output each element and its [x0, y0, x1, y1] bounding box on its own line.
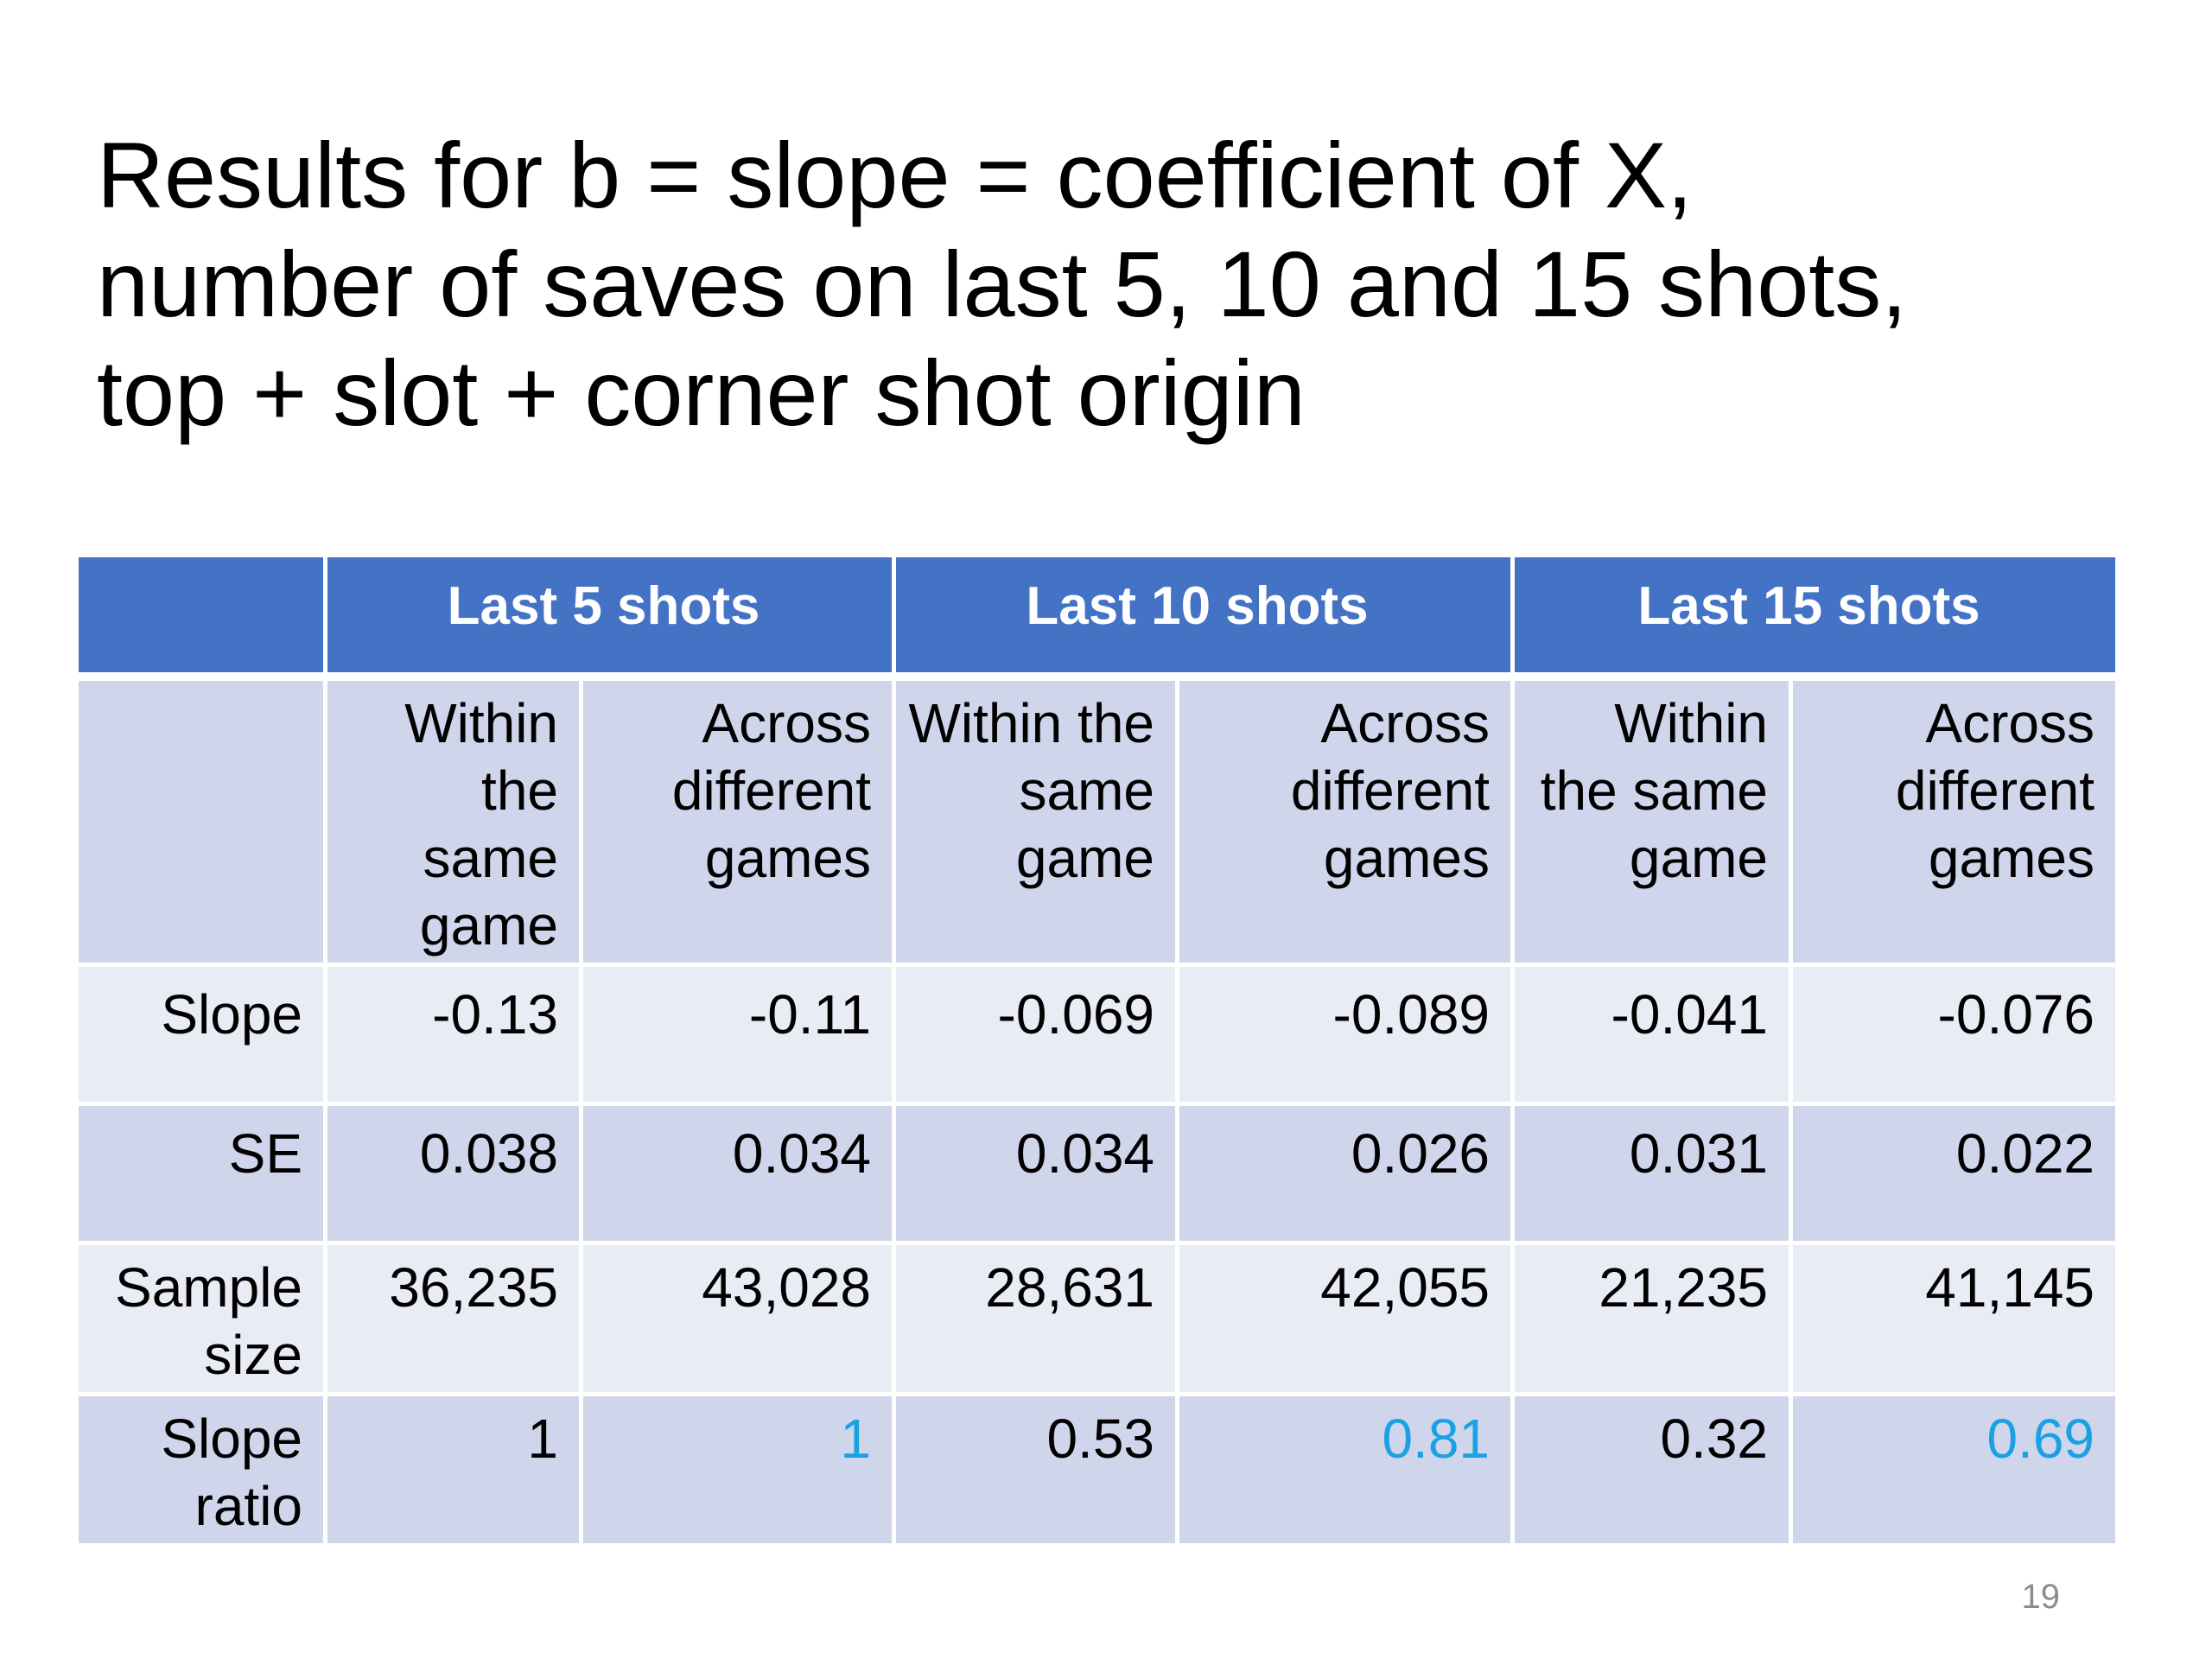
- sub-header-within: Within the same game: [323, 674, 583, 967]
- table-row-slope-ratio: Slope ratio 1 1 0.53 0.81 0.32 0.69: [74, 1391, 2120, 1548]
- row-label: Sample size: [74, 1240, 327, 1396]
- page-number: 19: [2021, 1578, 2061, 1616]
- table-cell: 43,028: [579, 1240, 896, 1396]
- row-label: Slope: [74, 962, 327, 1106]
- results-table: Last 5 shots Last 10 shots Last 15 shots…: [74, 553, 2120, 1548]
- table-cell: 0.034: [892, 1101, 1179, 1245]
- row-label: SE: [74, 1101, 327, 1245]
- title-line-1: Results for b = slope = coefficient of X…: [97, 123, 1694, 227]
- table-cell: -0.069: [892, 962, 1179, 1106]
- table-cell: -0.076: [1789, 962, 2120, 1106]
- table-cell: 0.031: [1510, 1101, 1793, 1245]
- table-cell: 0.026: [1175, 1101, 1515, 1245]
- sub-header-across: Across different games: [1175, 674, 1515, 967]
- table-cell: 0.038: [323, 1101, 583, 1245]
- table-cell: 0.53: [892, 1391, 1179, 1548]
- sub-header-within: Within the same game: [892, 674, 1179, 967]
- table-cell: 36,235: [323, 1240, 583, 1396]
- sub-header-row: Within the same game Across different ga…: [74, 674, 2120, 967]
- table-cell: 42,055: [1175, 1240, 1515, 1396]
- table-cell-highlighted: 1: [579, 1391, 896, 1548]
- title-line-2: number of saves on last 5, 10 and 15 sho…: [97, 232, 1908, 336]
- header-last-15-shots: Last 15 shots: [1510, 553, 2120, 678]
- title-line-3: top + slot + corner shot origin: [97, 340, 1306, 445]
- table-cell: 28,631: [892, 1240, 1179, 1396]
- table-cell: -0.11: [579, 962, 896, 1106]
- group-header-row: Last 5 shots Last 10 shots Last 15 shots: [74, 553, 2120, 678]
- table-row-sample-size: Sample size 36,235 43,028 28,631 42,055 …: [74, 1240, 2120, 1396]
- sub-header-across: Across different games: [579, 674, 896, 967]
- table-cell-highlighted: 0.69: [1789, 1391, 2120, 1548]
- table-cell: 41,145: [1789, 1240, 2120, 1396]
- table-cell: 0.32: [1510, 1391, 1793, 1548]
- sub-header-within: Within the same game: [1510, 674, 1793, 967]
- table-row-slope: Slope -0.13 -0.11 -0.069 -0.089 -0.041 -…: [74, 962, 2120, 1106]
- slide-title: Results for b = slope = coefficient of X…: [97, 121, 2084, 448]
- table-cell: 0.034: [579, 1101, 896, 1245]
- table-cell: -0.041: [1510, 962, 1793, 1106]
- table-cell: 1: [323, 1391, 583, 1548]
- row-label: Slope ratio: [74, 1391, 327, 1548]
- table-cell: 21,235: [1510, 1240, 1793, 1396]
- table-cell-highlighted: 0.81: [1175, 1391, 1515, 1548]
- table-cell: -0.13: [323, 962, 583, 1106]
- table-row-se: SE 0.038 0.034 0.034 0.026 0.031 0.022: [74, 1101, 2120, 1245]
- table-cell: -0.089: [1175, 962, 1515, 1106]
- sub-header-corner: [74, 674, 327, 967]
- header-last-10-shots: Last 10 shots: [892, 553, 1515, 678]
- table-cell: 0.022: [1789, 1101, 2120, 1245]
- header-last-5-shots: Last 5 shots: [323, 553, 896, 678]
- corner-header-cell: [74, 553, 327, 678]
- sub-header-across: Across different games: [1789, 674, 2120, 967]
